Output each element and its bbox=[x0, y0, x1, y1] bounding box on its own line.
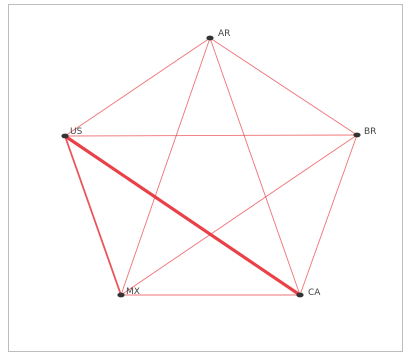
node-us[interactable]: US bbox=[61, 127, 83, 139]
node-label-ar: AR bbox=[218, 29, 230, 39]
edge-us-br bbox=[64, 134, 358, 137]
edge-ar-mx bbox=[120, 37, 211, 296]
node-dot-br[interactable] bbox=[353, 132, 361, 138]
node-dot-ar[interactable] bbox=[206, 35, 214, 41]
node-dot-us[interactable] bbox=[61, 133, 69, 139]
edge-us-mx bbox=[64, 135, 122, 296]
nodes-layer: AR US BR MX CA bbox=[61, 29, 376, 298]
node-br[interactable]: BR bbox=[353, 127, 376, 138]
node-dot-mx[interactable] bbox=[117, 292, 125, 298]
edge-us-ca bbox=[63, 134, 302, 297]
edge-br-mx bbox=[120, 134, 358, 296]
edge-ar-br bbox=[209, 37, 358, 136]
node-label-us: US bbox=[70, 127, 83, 137]
node-label-mx: MX bbox=[126, 287, 140, 297]
edge-ar-us bbox=[64, 37, 211, 137]
node-dot-ca[interactable] bbox=[296, 292, 304, 298]
node-ca[interactable]: CA bbox=[296, 288, 321, 298]
edge-br-ca bbox=[299, 134, 358, 296]
graph-frame bbox=[8, 4, 403, 352]
node-mx[interactable]: MX bbox=[117, 287, 140, 298]
node-label-ca: CA bbox=[308, 288, 321, 298]
node-ar[interactable]: AR bbox=[206, 29, 230, 41]
edge-ar-ca bbox=[209, 37, 301, 296]
node-label-br: BR bbox=[364, 127, 376, 137]
edges-layer bbox=[63, 37, 358, 297]
